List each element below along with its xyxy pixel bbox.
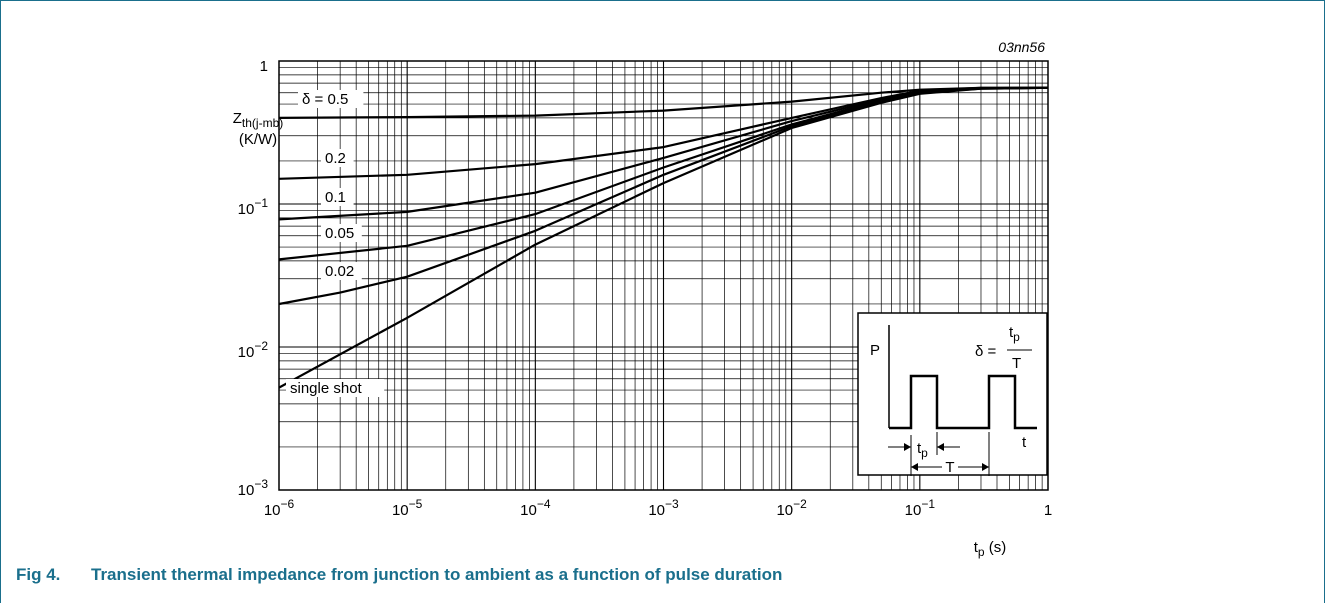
x-tick-label: 10−2: [776, 497, 807, 519]
inset-tp-label: tp: [917, 440, 928, 460]
series-label-bg: [321, 224, 362, 242]
series-label: 0.1: [325, 189, 346, 206]
inset-T-label: T: [945, 459, 954, 476]
inset-frac-num: tp: [1009, 324, 1020, 344]
x-tick-label: 10−5: [392, 497, 423, 519]
x-label-main: t: [974, 539, 979, 556]
grid: [279, 61, 1048, 490]
series-label: 0.05: [325, 225, 354, 242]
series-label-bg: [321, 262, 362, 280]
series-label-bg: [321, 188, 354, 206]
inset-t-label: t: [1022, 434, 1027, 451]
inset-delta-lhs: δ =: [975, 343, 997, 360]
inset-pulse-train: [889, 374, 1037, 430]
svg-text:Zth(j-mb): Zth(j-mb): [233, 110, 284, 130]
figure-caption-text: Transient thermal impedance from junctio…: [91, 565, 783, 584]
series-label-bg: [321, 149, 354, 167]
inset-frac-den: T: [1012, 355, 1021, 372]
figure-caption: Fig 4. Transient thermal impedance from j…: [16, 565, 782, 585]
series-label: 0.2: [325, 150, 346, 167]
x-label-sub: p: [978, 545, 985, 559]
curves: [278, 86, 1049, 389]
y-label-main: Z: [233, 110, 242, 127]
figure-code: 03nn56: [998, 39, 1045, 55]
x-tick-label: 10−1: [905, 497, 936, 519]
x-axis-label: tp (s): [974, 539, 1007, 559]
inset-p-label: P: [870, 342, 880, 359]
x-tick-label: 10−6: [264, 497, 295, 519]
pulse-inset: P t tp T δ = tp T: [857, 312, 1048, 476]
series-line-5: [278, 86, 1049, 389]
x-tick-labels: 10−6 10−5 10−4 10−3 10−2 10−1 1: [264, 497, 1052, 519]
series-label-bg: [286, 379, 385, 397]
figure-number: Fig 4.: [16, 565, 61, 584]
y-label-sub: th(j-mb): [242, 116, 283, 130]
series-label: 0.02: [325, 263, 354, 280]
plot-border: [278, 60, 1049, 491]
series-label: single shot: [290, 380, 363, 397]
y-tick-label: 10−2: [238, 339, 269, 361]
y-tick-label: 10−3: [238, 477, 269, 499]
x-tick-label: 10−3: [648, 497, 679, 519]
x-tick-label: 1: [1044, 502, 1052, 519]
x-tick-label: 10−4: [520, 497, 551, 519]
y-axis-label: Zth(j-mb) (K/W): [233, 110, 284, 148]
series-label-bg: [298, 90, 364, 108]
series-label: δ = 0.5: [302, 91, 348, 108]
y-tick-labels: 10−3 10−2 10−1 1: [238, 58, 269, 499]
y-tick-label: 10−1: [238, 196, 269, 218]
y-tick-label: 1: [260, 58, 268, 75]
series-labels: δ = 0.5 0.2 0.1 0.05 0.02 single shot: [286, 90, 385, 397]
y-label-unit: (K/W): [239, 131, 277, 148]
x-label-unit: (s): [989, 539, 1007, 556]
